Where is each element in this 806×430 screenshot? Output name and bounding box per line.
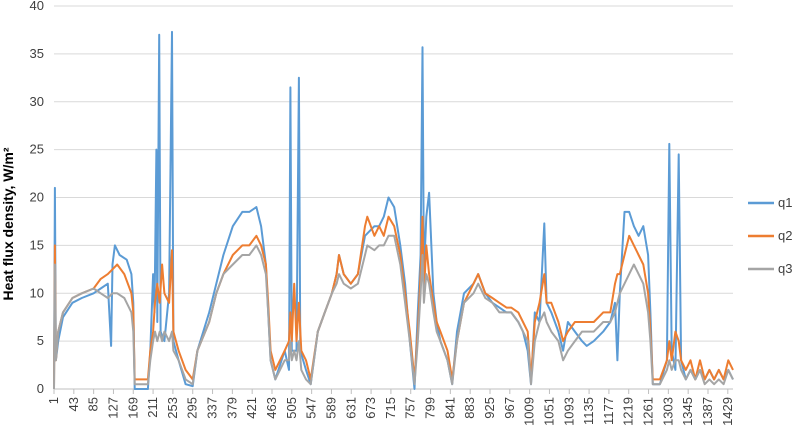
- legend: q1 q2 q3: [748, 195, 792, 276]
- y-tick-label: 25: [30, 142, 44, 157]
- series-line-q2: [53, 215, 734, 390]
- x-tick-label: 967: [502, 397, 517, 419]
- x-tick-label: 799: [423, 397, 438, 419]
- x-tick-label: 211: [145, 397, 160, 418]
- legend-label-q2: q2: [778, 228, 792, 243]
- series-line-q3: [53, 234, 734, 390]
- x-tick-label: 379: [224, 397, 239, 419]
- x-tick-label: 673: [363, 397, 378, 419]
- x-tick-label: 85: [86, 397, 101, 411]
- y-tick-label: 20: [30, 190, 44, 205]
- x-tick-label: 715: [383, 397, 398, 419]
- x-tick-label: 757: [403, 397, 418, 419]
- x-tick-label: 631: [343, 397, 358, 419]
- legend-label-q1: q1: [778, 195, 792, 210]
- x-tick-label: 883: [462, 397, 477, 419]
- x-tick-label: 1345: [680, 397, 695, 426]
- y-axis-title: Heat flux density, W/m²: [0, 147, 16, 300]
- x-tick-label: 1009: [522, 397, 537, 426]
- x-tick-labels: 1 43 85 127 169 211 253 295 337 379 421 463 505 547 58…: [46, 397, 735, 426]
- gridlines: [54, 5, 733, 342]
- series-lines: [53, 30, 734, 390]
- y-tick-label: 10: [30, 285, 44, 300]
- x-tick-label: 1261: [641, 397, 656, 426]
- x-tick-label: 1135: [581, 397, 596, 425]
- x-tick-label: 463: [264, 397, 279, 419]
- series-line-q1: [53, 30, 734, 390]
- x-tick-label: 1177: [601, 397, 616, 425]
- x-tick-label: 1051: [541, 397, 556, 426]
- x-tick-label: 589: [323, 397, 338, 419]
- x-tick-label: 505: [284, 397, 299, 419]
- y-tick-label: 0: [37, 381, 44, 396]
- x-tick-label: 421: [244, 397, 259, 419]
- x-tick-label: 1093: [561, 397, 576, 426]
- x-tick-label: 1429: [720, 397, 735, 426]
- y-tick-label: 35: [30, 46, 44, 61]
- x-tick-label: 547: [304, 397, 319, 419]
- y-tick-label: 5: [37, 333, 44, 348]
- x-tick-label: 253: [165, 397, 180, 419]
- x-tick-label: 841: [442, 397, 457, 419]
- y-tick-label: 15: [30, 237, 44, 252]
- legend-label-q3: q3: [778, 261, 792, 276]
- x-tick-label: 127: [105, 397, 120, 419]
- x-tick-label: 169: [125, 397, 140, 419]
- axes: [53, 388, 733, 394]
- x-tick-label: 337: [205, 397, 220, 419]
- x-tick-label: 1: [46, 397, 61, 404]
- x-tick-label: 925: [482, 397, 497, 419]
- y-tick-labels: 0 5 10 15 20 25 30 35 40: [30, 0, 44, 396]
- y-tick-label: 40: [30, 0, 44, 13]
- x-tick-label: 43: [66, 397, 81, 411]
- x-tick-label: 295: [185, 397, 200, 419]
- x-tick-label: 1219: [621, 397, 636, 426]
- x-tick-label: 1387: [700, 397, 715, 426]
- x-tick-label: 1303: [660, 397, 675, 426]
- y-tick-label: 30: [30, 94, 44, 109]
